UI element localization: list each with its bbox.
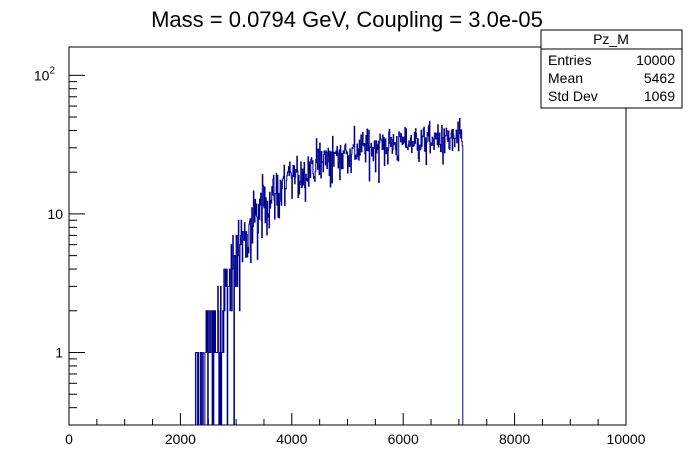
histogram-line xyxy=(185,117,464,426)
chart-title: Mass = 0.0794 GeV, Coupling = 3.0e-05 xyxy=(151,7,543,32)
histogram-bars xyxy=(185,117,464,426)
stats-entries-value: 10000 xyxy=(636,52,675,68)
x-tick-label: 10000 xyxy=(607,431,646,447)
stats-stddev-value: 1069 xyxy=(644,88,675,104)
x-tick-label: 2000 xyxy=(165,431,196,447)
stats-box-name: Pz_M xyxy=(593,31,629,47)
stats-mean-value: 5462 xyxy=(644,70,675,86)
y-tick-label: 10 xyxy=(47,206,63,222)
x-tick-label: 0 xyxy=(65,431,73,447)
stats-stddev-label: Std Dev xyxy=(548,88,598,104)
y-tick-exponent: 2 xyxy=(49,65,55,76)
stats-entries-label: Entries xyxy=(548,52,592,68)
y-axis: 1 10 102 xyxy=(34,65,85,426)
x-axis: 0 2000 4000 6000 8000 10000 xyxy=(65,413,646,447)
stats-box-frame xyxy=(540,29,683,109)
stats-box: Pz_M Entries 10000 Mean 5462 Std Dev 106… xyxy=(540,29,683,109)
x-tick-label: 6000 xyxy=(388,431,419,447)
x-tick-label: 8000 xyxy=(499,431,530,447)
y-tick-label: 102 xyxy=(34,65,56,83)
y-tick-label: 1 xyxy=(55,345,63,361)
x-tick-label: 4000 xyxy=(276,431,307,447)
stats-mean-label: Mean xyxy=(548,70,583,86)
